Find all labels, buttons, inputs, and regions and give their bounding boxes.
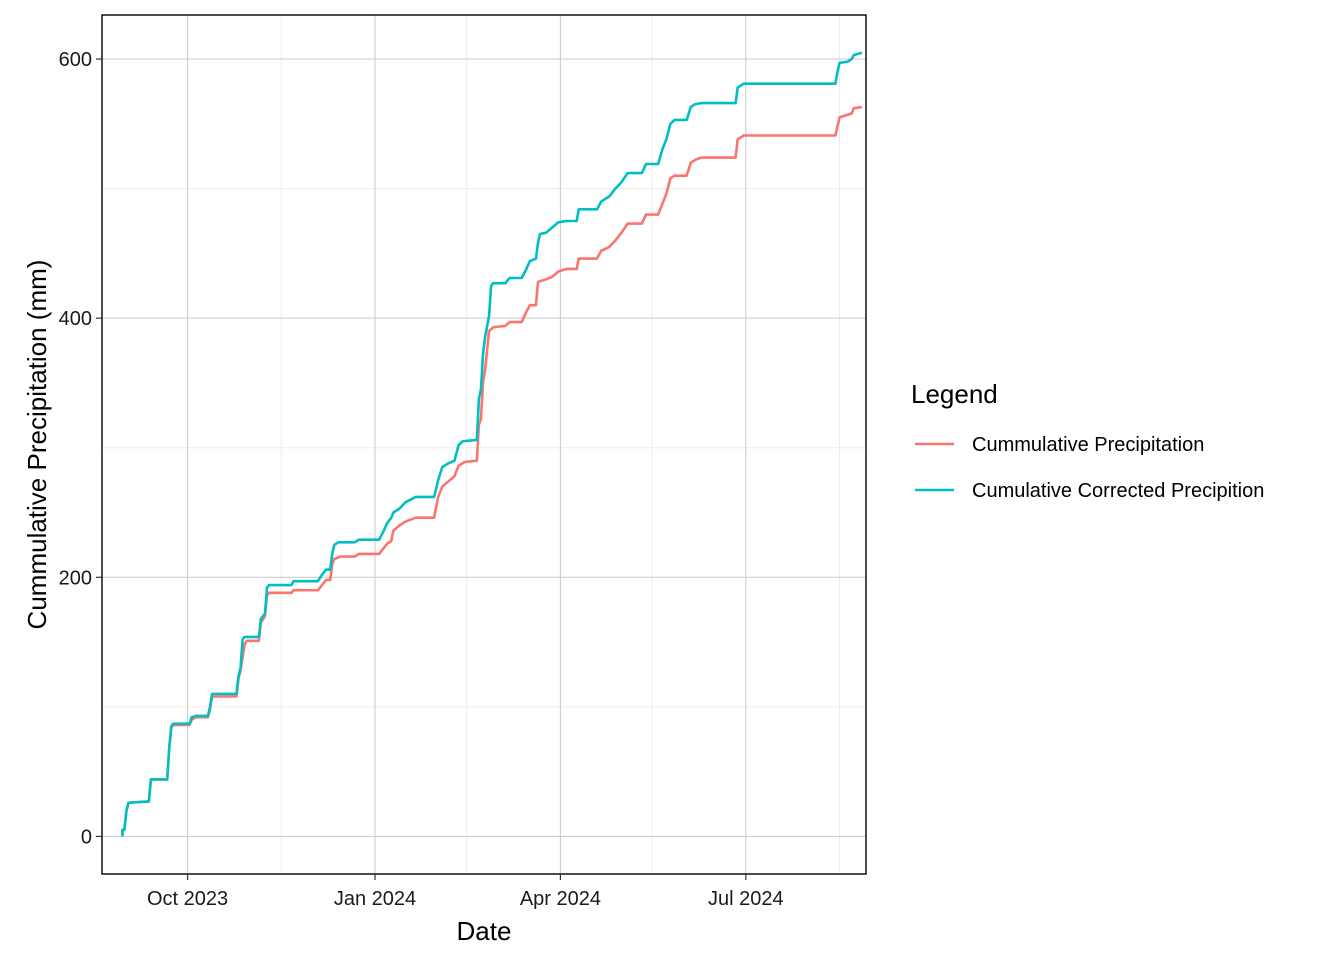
y-tick-label: 200 [59, 567, 92, 589]
y-tick-label: 0 [81, 826, 92, 848]
x-tick-label: Apr 2024 [520, 888, 601, 910]
legend-label-2: Cumulative Corrected Precipition [972, 480, 1264, 502]
axes: 0 200 400 600 Oct 2023 Jan 2024 Apr 2024 Jul 20… [59, 49, 784, 910]
series-layer [121, 51, 863, 837]
panel-border [101, 14, 867, 875]
legend: Legend Cummulative Precipitation Cumulati… [911, 379, 1264, 502]
grid [102, 15, 866, 874]
y-tick-label: 400 [59, 308, 92, 330]
x-axis-title: Date [457, 916, 512, 946]
series-line-2 [121, 51, 863, 837]
legend-entries: Cummulative Precipitation Cumulative Corr… [915, 434, 1264, 502]
x-tick-label: Oct 2023 [147, 888, 228, 910]
x-tick-label: Jan 2024 [334, 888, 416, 910]
x-tick-label: Jul 2024 [708, 888, 784, 910]
legend-label-1: Cummulative Precipitation [972, 434, 1204, 456]
y-axis-title: Cummulative Precipitation (mm) [22, 260, 52, 630]
y-tick-label: 600 [59, 49, 92, 71]
legend-title: Legend [911, 379, 998, 409]
series-line-1 [121, 105, 863, 837]
